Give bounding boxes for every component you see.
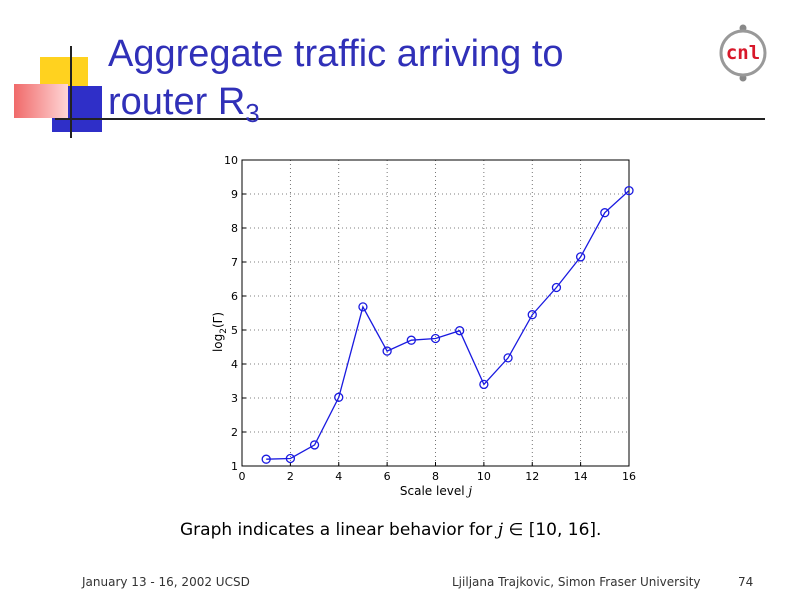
page-number: 74 (738, 575, 754, 589)
y-tick-label: 1 (231, 460, 238, 473)
title-underline (55, 118, 765, 120)
y-tick-label: 9 (231, 188, 238, 201)
y-tick-label: 5 (231, 324, 238, 337)
data-point (406, 335, 416, 345)
caption-prefix: Graph indicates a linear behavior for (180, 520, 498, 540)
x-tick-label: 12 (525, 470, 539, 483)
x-tick-label: 8 (432, 470, 439, 483)
slide-title: Aggregate traffic arriving to router R3 (108, 30, 668, 137)
decor-red-gradient-bar (14, 84, 68, 118)
data-point (261, 454, 271, 464)
data-point (503, 353, 513, 363)
y-tick-label: 6 (231, 290, 238, 303)
footer-author: Ljiljana Trajkovic, Simon Fraser Univers… (452, 575, 701, 589)
data-point (600, 208, 610, 218)
y-axis-label: log2(Γ) (211, 312, 229, 352)
y-tick-label: 8 (231, 222, 238, 235)
x-tick-label: 2 (287, 470, 294, 483)
chart-grid (242, 160, 629, 466)
x-tick-label: 6 (384, 470, 391, 483)
data-point (382, 346, 392, 356)
cnl-logo-text: cnl (726, 42, 760, 64)
y-tick-label: 10 (224, 154, 238, 167)
x-tick-label: 4 (335, 470, 342, 483)
data-point (624, 185, 634, 196)
series-markers (261, 185, 634, 464)
data-point (430, 333, 441, 344)
y-tick-label: 3 (231, 392, 238, 405)
slide-caption: Graph indicates a linear behavior for j … (180, 520, 601, 540)
x-tick-label: 0 (239, 470, 246, 483)
data-point (527, 310, 537, 320)
x-tick-label: 16 (622, 470, 636, 483)
series-line (266, 190, 630, 460)
caption-suffix: ∈ [10, 16]. (503, 520, 602, 540)
data-point (334, 392, 344, 402)
footer-event: January 13 - 16, 2002 UCSD (82, 575, 250, 589)
slide-title-subscript: 3 (245, 98, 260, 128)
cnl-logo: cnl (719, 24, 767, 82)
data-point (309, 440, 320, 450)
y-tick-label: 4 (231, 358, 238, 371)
data-point (551, 282, 562, 293)
y-tick-label: 2 (231, 426, 238, 439)
data-point (358, 302, 368, 312)
data-point (285, 453, 296, 464)
decor-vertical-line (70, 46, 72, 138)
y-tick-label: 7 (231, 256, 238, 269)
data-point (479, 379, 489, 390)
slide-title-text: Aggregate traffic arriving to router R (108, 33, 564, 123)
caption-variable: j (497, 520, 504, 540)
data-point (455, 326, 465, 336)
x-axis-label: Scale level j (400, 484, 472, 498)
x-tick-label: 10 (477, 470, 491, 483)
data-point (575, 252, 586, 262)
x-tick-label: 14 (574, 470, 588, 483)
